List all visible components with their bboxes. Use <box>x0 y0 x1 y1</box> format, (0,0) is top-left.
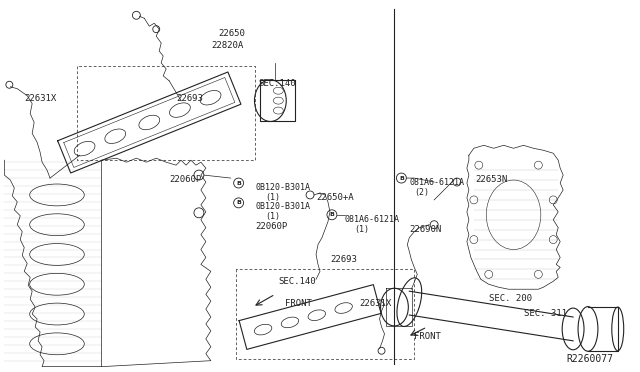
Text: FRONT: FRONT <box>414 332 441 341</box>
Text: 081A6-6121A: 081A6-6121A <box>410 178 465 187</box>
Text: R2260077: R2260077 <box>566 354 613 364</box>
Text: (1): (1) <box>355 225 370 234</box>
Text: 22650+A: 22650+A <box>316 193 354 202</box>
Text: B: B <box>330 212 334 217</box>
Text: 0B120-B301A: 0B120-B301A <box>255 202 310 211</box>
Text: FRONT: FRONT <box>285 299 312 308</box>
Text: SEC. 200: SEC. 200 <box>489 294 532 303</box>
Text: 22060P: 22060P <box>169 175 202 184</box>
Text: B: B <box>236 201 241 205</box>
Text: 22820A: 22820A <box>211 41 243 50</box>
Text: SEC. 311: SEC. 311 <box>524 309 568 318</box>
Text: SEC.140: SEC.140 <box>259 79 296 88</box>
Text: B: B <box>399 176 404 180</box>
Text: 22631X: 22631X <box>360 299 392 308</box>
Text: SEC.140: SEC.140 <box>278 277 316 286</box>
Text: 22650: 22650 <box>219 29 246 38</box>
Text: 22693: 22693 <box>330 256 357 264</box>
Text: (1): (1) <box>266 212 280 221</box>
Text: 22693: 22693 <box>176 94 203 103</box>
Text: 22631X: 22631X <box>24 94 56 103</box>
Text: 0B120-B301A: 0B120-B301A <box>255 183 310 192</box>
Text: (1): (1) <box>266 193 280 202</box>
Text: 22653N: 22653N <box>475 175 507 184</box>
Text: (2): (2) <box>414 188 429 197</box>
Text: 22690N: 22690N <box>410 225 442 234</box>
Text: 081A6-6121A: 081A6-6121A <box>345 215 400 224</box>
Text: 22060P: 22060P <box>255 222 288 231</box>
Text: B: B <box>236 180 241 186</box>
